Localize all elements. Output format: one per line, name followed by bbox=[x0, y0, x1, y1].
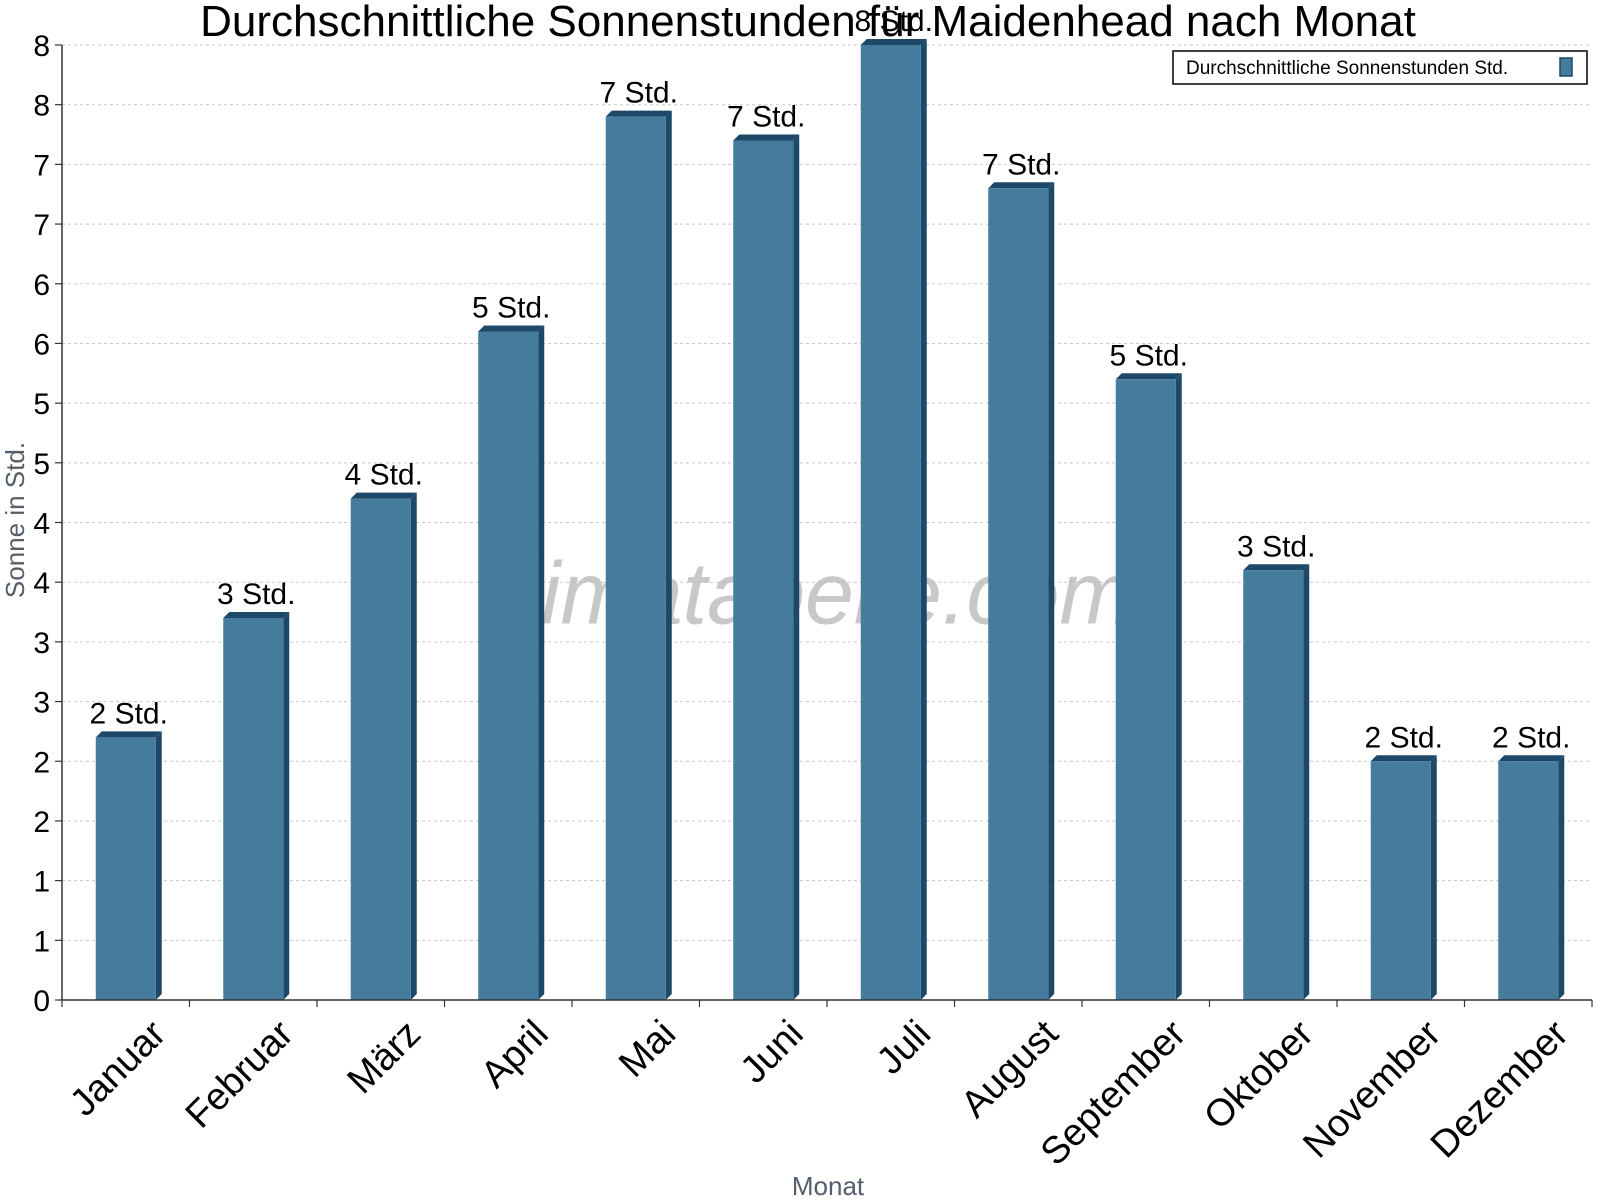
bar bbox=[1243, 570, 1304, 1000]
bar-top bbox=[1115, 373, 1182, 380]
y-tick-label: 7 bbox=[33, 149, 50, 182]
bar bbox=[860, 45, 921, 1000]
bar-top bbox=[95, 731, 162, 738]
bar bbox=[350, 498, 411, 1000]
bar bbox=[95, 737, 156, 1000]
bar bbox=[733, 140, 794, 1000]
bar bbox=[223, 618, 284, 1000]
bar-top bbox=[860, 39, 927, 45]
bar bbox=[988, 188, 1049, 1000]
legend-swatch bbox=[1559, 57, 1573, 77]
bar-top bbox=[988, 182, 1055, 189]
bar-side bbox=[410, 492, 417, 1000]
x-tick-label: August bbox=[953, 1012, 1067, 1126]
data-label: 7 Std. bbox=[727, 101, 805, 134]
bar bbox=[478, 331, 539, 1000]
x-tick-label: Mai bbox=[611, 1013, 684, 1086]
data-label: 2 Std. bbox=[1492, 721, 1570, 754]
y-tick-label: 3 bbox=[33, 627, 50, 660]
data-label: 2 Std. bbox=[90, 697, 168, 730]
y-tick-label: 4 bbox=[33, 567, 50, 600]
grid-lines bbox=[62, 44, 1592, 941]
data-label: 2 Std. bbox=[1365, 721, 1443, 754]
bar-top bbox=[605, 110, 672, 117]
x-tick-label: November bbox=[1295, 1012, 1449, 1166]
bar-side bbox=[1558, 755, 1565, 1000]
x-tick-labels: Januar Februar März April Mai Juni Juli AugustS… bbox=[62, 1012, 1577, 1173]
y-tick-label: 5 bbox=[33, 388, 50, 421]
y-tick-label: 1 bbox=[33, 866, 50, 899]
x-tick-label: Oktober bbox=[1196, 1012, 1322, 1138]
bar bbox=[1370, 761, 1431, 1000]
y-tick-label: 2 bbox=[33, 746, 50, 779]
y-tick-label: 3 bbox=[33, 687, 50, 720]
bar-side bbox=[1303, 564, 1310, 1000]
y-tick-label: 4 bbox=[33, 508, 50, 541]
x-tick-label: Juni bbox=[733, 1013, 812, 1092]
y-tick-label: 8 bbox=[33, 90, 50, 123]
data-label: 7 Std. bbox=[982, 148, 1060, 181]
x-tick-label: Januar bbox=[62, 1012, 174, 1124]
legend: Durchschnittliche Sonnenstunden Std. bbox=[1172, 50, 1588, 85]
y-tick-label: 0 bbox=[33, 985, 50, 1018]
bar-top bbox=[733, 134, 800, 141]
bar-top bbox=[223, 612, 290, 618]
y-tick-label: 6 bbox=[33, 269, 50, 302]
bar bbox=[605, 116, 666, 1000]
y-tick-label: 2 bbox=[33, 806, 50, 839]
y-tick-label: 6 bbox=[33, 328, 50, 361]
x-axis-title: Monat bbox=[792, 1171, 865, 1200]
bar-side bbox=[1430, 755, 1437, 1000]
x-tick-label: April bbox=[473, 1013, 556, 1096]
bar-side bbox=[1048, 182, 1055, 1000]
bars bbox=[95, 39, 1565, 1000]
y-tick-label: 8 bbox=[33, 30, 50, 63]
x-tick-label: März bbox=[340, 1013, 429, 1102]
x-tick-label: Dezember bbox=[1423, 1012, 1577, 1166]
y-tick-label: 5 bbox=[33, 448, 50, 481]
bar-top bbox=[1243, 564, 1310, 571]
chart-title: Durchschnittliche Sonnenstunden für Maid… bbox=[200, 0, 1416, 46]
data-label: 3 Std. bbox=[217, 578, 295, 611]
x-tick-label: Juli bbox=[869, 1013, 939, 1083]
bar-top bbox=[1370, 755, 1437, 762]
y-tick-labels: 0 1 1 2 2 3 3 4 4 5 5 6 6 7 7 8 8 bbox=[33, 30, 50, 1018]
bar-top bbox=[350, 492, 417, 499]
bar-side bbox=[920, 39, 927, 1000]
data-labels: 2 Std. 3 Std. 4 Std. 5 Std. 7 Std. 7 Std. 8 St… bbox=[90, 5, 1571, 754]
legend-box bbox=[1172, 50, 1588, 85]
bar-side bbox=[155, 731, 162, 1000]
data-label: 7 Std. bbox=[600, 77, 678, 110]
y-tick-label: 7 bbox=[33, 209, 50, 242]
y-axis-title: Sonne in Std. bbox=[0, 442, 30, 598]
x-tick-label: Februar bbox=[178, 1012, 302, 1136]
legend-label: Durchschnittliche Sonnenstunden Std. bbox=[1186, 58, 1508, 79]
bar bbox=[1498, 761, 1559, 1000]
data-label: 8 Std. bbox=[855, 5, 933, 38]
bar bbox=[1115, 379, 1176, 1000]
bar-top bbox=[478, 325, 545, 332]
axes bbox=[55, 44, 1593, 1007]
bar-top bbox=[1498, 755, 1565, 762]
bar-side bbox=[665, 110, 672, 1000]
data-label: 4 Std. bbox=[345, 459, 423, 492]
data-label: 3 Std. bbox=[1237, 530, 1315, 563]
bar-side bbox=[283, 612, 290, 1000]
bar-side bbox=[793, 134, 800, 1000]
bar-side bbox=[538, 325, 545, 1000]
data-label: 5 Std. bbox=[1110, 339, 1188, 372]
y-tick-label: 1 bbox=[33, 925, 50, 958]
bar-side bbox=[1175, 373, 1182, 1000]
data-label: 5 Std. bbox=[472, 292, 550, 325]
